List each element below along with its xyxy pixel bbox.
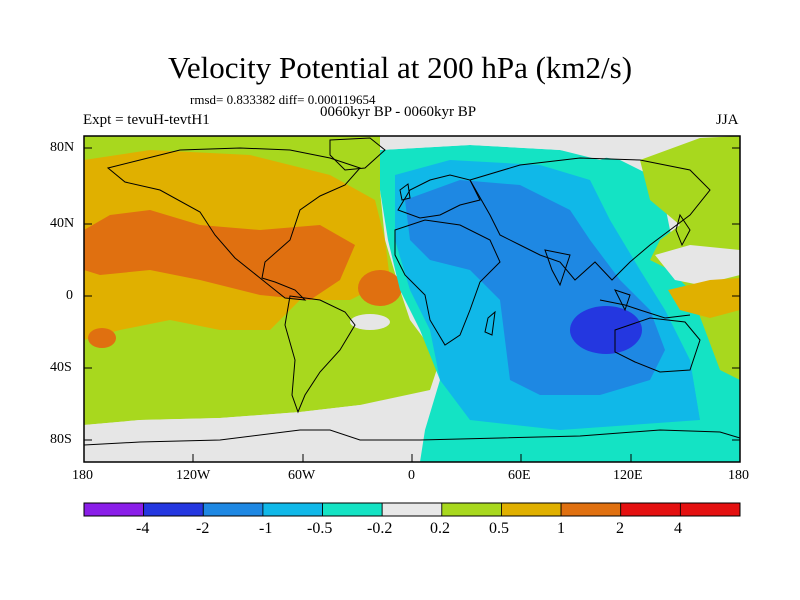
positive-patch-west-pacific (668, 278, 740, 318)
colorbar-swatch (501, 502, 562, 517)
y-tick-40s: 40S (50, 360, 72, 375)
x-tick-60e: 60E (508, 468, 531, 483)
colorbar-frame (83, 502, 741, 517)
near-zero-south-pacific (84, 405, 420, 462)
season-label: JJA (716, 112, 739, 128)
colorbar-swatch (620, 502, 681, 517)
positive-center-atlantic (358, 270, 402, 306)
positive-patch-south-pacific (88, 328, 116, 348)
colorbar-swatch (262, 502, 323, 517)
colorbar-swatch (441, 502, 502, 517)
y-tick-0: 0 (66, 288, 73, 303)
near-zero-arctic-east (380, 136, 740, 160)
stats-text: rmsd= 0.833382 diff= 0.000119654 (190, 92, 376, 107)
map-title: Velocity Potential at 200 hPa (km2/s) (167, 50, 633, 85)
colorbar-swatch (143, 502, 204, 517)
colorbar (83, 502, 741, 517)
colorbar-swatch (202, 502, 264, 517)
x-tick-180e: 180 (728, 468, 749, 483)
y-tick-80n: 80N (50, 140, 75, 155)
y-tick-40n: 40N (50, 216, 75, 231)
colorbar-label: 0.5 (489, 520, 509, 537)
colorbar-label: -2 (196, 520, 210, 537)
period-label: 0060kyr BP - 0060kyr BP (320, 104, 477, 120)
colorbar-swatch (560, 502, 622, 517)
near-zero-south-atlantic (350, 314, 390, 330)
x-tick-120e: 120E (613, 468, 643, 483)
x-tick-120w: 120W (176, 468, 211, 483)
colorbar-label: -0.5 (307, 520, 333, 537)
colorbar-label: 1 (557, 520, 565, 537)
positive-center-pacific (84, 210, 355, 300)
contour-field (84, 136, 740, 462)
colorbar-swatch (381, 502, 443, 517)
colorbar-label: -0.2 (367, 520, 393, 537)
x-tick-60w: 60W (288, 468, 316, 483)
coastlines (84, 137, 740, 446)
colorbar-swatch (322, 502, 383, 517)
x-tick-180w: 180 (72, 468, 93, 483)
colorbar-label: 2 (616, 520, 624, 537)
colorbar-label: 4 (674, 520, 682, 537)
colorbar-label: -4 (136, 520, 150, 537)
colorbar-swatch (679, 502, 741, 517)
y-tick-80s: 80S (50, 432, 72, 447)
colorbar-label: -1 (259, 520, 273, 537)
x-tick-0: 0 (408, 468, 415, 483)
colorbar-label: 0.2 (430, 520, 450, 537)
experiment-label: Expt = tevuH-tevtH1 (83, 112, 210, 128)
colorbar-swatch (83, 502, 145, 517)
axis-ticks (83, 147, 741, 462)
near-zero-west-pacific (655, 245, 740, 285)
negative-center-indian-ocean (570, 306, 642, 354)
